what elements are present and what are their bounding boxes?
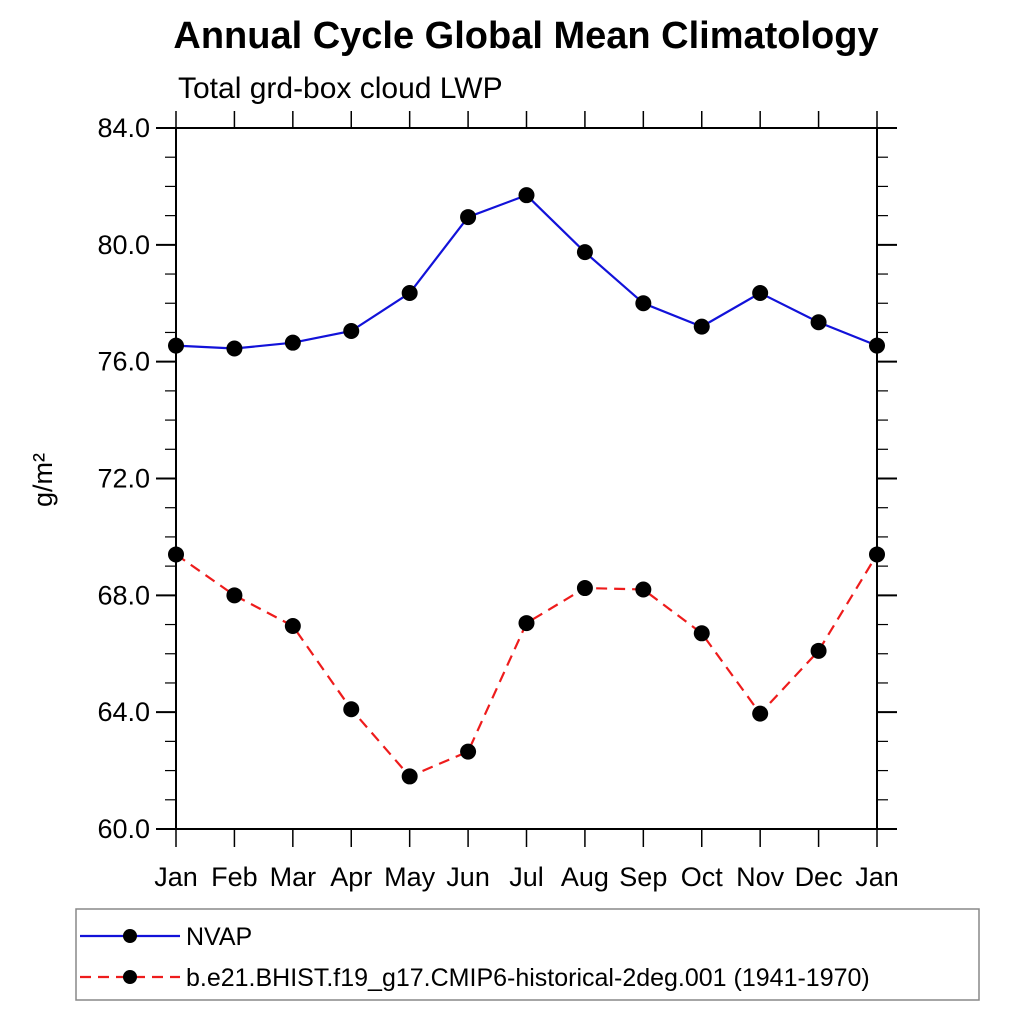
chart-title: Annual Cycle Global Mean Climatology <box>173 15 878 57</box>
data-point <box>869 337 885 354</box>
y-tick-label: 76.0 <box>97 347 150 377</box>
data-point <box>343 322 360 339</box>
data-point <box>401 285 418 302</box>
data-point <box>401 768 418 785</box>
x-tick-label: Aug <box>561 862 609 892</box>
data-point <box>460 209 477 226</box>
legend-label: b.e21.BHIST.f19_g17.CMIP6-historical-2de… <box>186 964 870 992</box>
data-point <box>518 187 535 204</box>
x-tick-label: Apr <box>330 862 372 892</box>
legend-marker-dot <box>123 970 137 984</box>
data-point <box>693 625 710 642</box>
data-point <box>635 295 652 312</box>
legend-marker-dot <box>123 929 137 943</box>
data-point <box>810 642 827 659</box>
axes: 60.0 64.0 68.0 72.0 76.0 80.0 84.0 Jan Feb Mar Apr… <box>97 111 899 892</box>
series-layer <box>168 187 885 785</box>
data-point <box>284 618 301 635</box>
data-point <box>168 337 184 354</box>
y-tick-label: 80.0 <box>97 230 150 260</box>
chart-subtitle: Total grd-box cloud LWP <box>178 72 503 105</box>
data-point <box>576 244 593 261</box>
y-tick-label: 64.0 <box>97 697 150 727</box>
legend-box <box>75 908 980 1001</box>
y-tick-label: 72.0 <box>97 464 150 494</box>
x-tick-label: Nov <box>736 862 785 892</box>
data-point <box>284 334 301 351</box>
legend-label: NVAP <box>186 923 252 951</box>
x-tick-label: Mar <box>270 862 317 892</box>
series-line <box>175 553 878 778</box>
x-tick-label: Oct <box>681 862 724 892</box>
plot-frame <box>175 127 878 830</box>
data-point <box>635 581 652 598</box>
x-tick-label: Sep <box>619 862 667 892</box>
x-tick-label: Dec <box>795 862 843 892</box>
x-tick-label: Jan <box>855 862 899 892</box>
y-tick-label: 84.0 <box>97 113 150 143</box>
x-tick-label: Jul <box>509 862 544 892</box>
data-point <box>693 318 710 335</box>
data-point <box>460 743 477 760</box>
data-point <box>752 705 769 722</box>
legend: NVAP b.e21.BHIST.f19_g17.CMIP6-historica… <box>75 908 980 1001</box>
data-point <box>576 580 593 597</box>
data-point <box>226 340 243 357</box>
y-tick-label: 68.0 <box>97 580 150 610</box>
data-point <box>226 587 243 604</box>
data-point <box>752 285 769 302</box>
data-point <box>168 546 184 563</box>
x-tick-label: Feb <box>211 862 258 892</box>
data-point <box>869 546 885 563</box>
data-point <box>343 701 360 718</box>
x-tick-label: May <box>384 862 436 892</box>
data-point <box>518 615 535 632</box>
series-line <box>175 193 878 350</box>
data-point <box>810 314 827 331</box>
x-tick-label: Jan <box>154 862 198 892</box>
y-tick-label: 60.0 <box>97 814 150 844</box>
y-axis-label: g/m² <box>28 453 58 507</box>
x-tick-label: Jun <box>446 862 490 892</box>
